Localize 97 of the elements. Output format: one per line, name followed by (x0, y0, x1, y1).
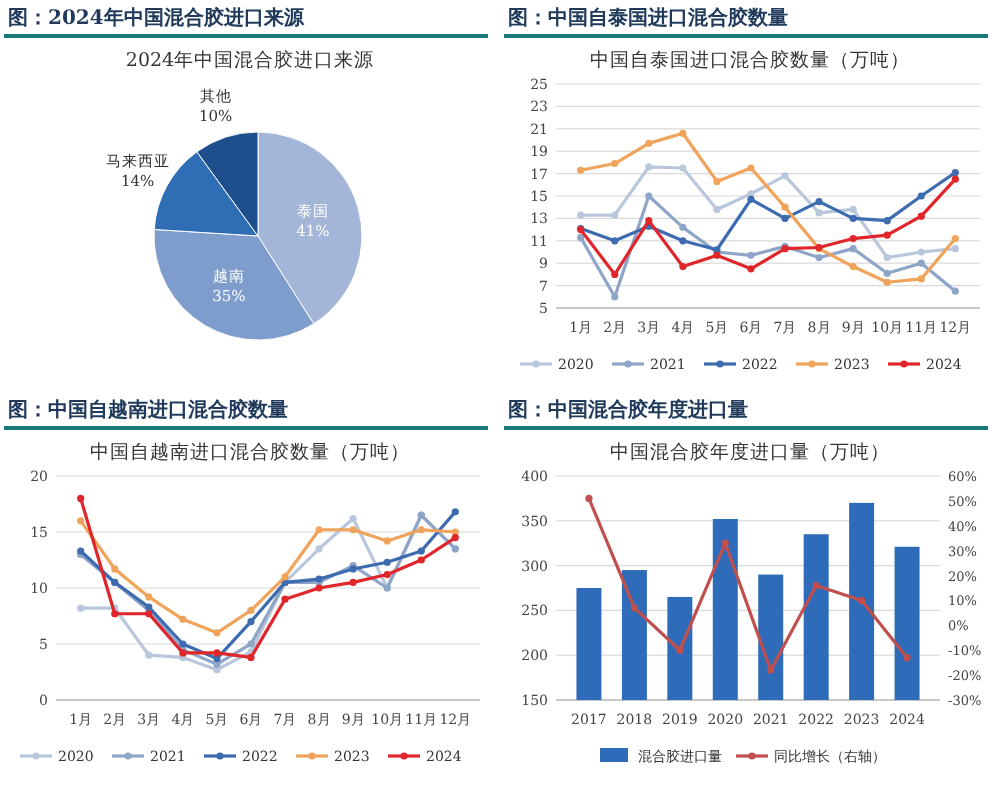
point (281, 595, 289, 603)
point (721, 539, 729, 547)
point (849, 234, 857, 243)
point (383, 558, 391, 566)
point (917, 275, 925, 283)
point (247, 640, 255, 648)
point (611, 293, 619, 301)
point (883, 278, 891, 286)
point (585, 494, 593, 502)
point (611, 211, 619, 219)
point (917, 259, 925, 267)
point (815, 198, 823, 206)
point (903, 654, 911, 662)
point (247, 606, 255, 614)
point (849, 262, 857, 271)
chart-subtitle: 中国混合胶年度进口量（万吨） (610, 440, 890, 464)
point (281, 573, 289, 581)
point (315, 545, 323, 553)
point (917, 192, 925, 200)
point (451, 508, 459, 516)
point (213, 629, 221, 637)
line-series (577, 175, 959, 278)
point (645, 163, 653, 171)
point (349, 578, 357, 586)
point (349, 514, 357, 523)
point (645, 192, 653, 200)
point (315, 526, 323, 534)
point (611, 270, 619, 278)
point (713, 205, 721, 214)
point (611, 237, 619, 245)
point (747, 195, 755, 203)
point (917, 212, 925, 220)
point (247, 618, 255, 626)
point (747, 251, 755, 259)
point (781, 214, 789, 222)
point (781, 172, 789, 180)
point (747, 265, 755, 273)
point (883, 254, 891, 262)
chart-subtitle: 中国自泰国进口混合胶数量（万吨） (590, 48, 910, 72)
point (111, 610, 119, 618)
chart-title: 图：中国混合胶年度进口量 (508, 398, 748, 422)
point (349, 526, 357, 534)
point (713, 177, 721, 186)
point (849, 205, 857, 214)
point (679, 164, 687, 172)
point (179, 615, 187, 623)
chart-title: 图：中国自泰国进口混合胶数量 (508, 6, 788, 30)
point (645, 217, 653, 225)
point (849, 245, 857, 253)
point (951, 234, 959, 243)
point (145, 651, 153, 659)
point (679, 262, 687, 271)
point (383, 570, 391, 579)
point (951, 168, 959, 177)
point (451, 534, 459, 542)
chart-title: 图：中国自越南进口混合胶数量 (8, 398, 288, 422)
point (111, 565, 119, 573)
point (179, 640, 187, 648)
point (747, 164, 755, 172)
point (383, 537, 391, 545)
point (417, 526, 425, 534)
point (883, 217, 891, 225)
point (247, 653, 255, 662)
point (77, 494, 85, 502)
point (645, 139, 653, 147)
point (858, 596, 866, 605)
chart-subtitle: 中国自越南进口混合胶数量（万吨） (90, 440, 410, 464)
chart-subtitle: 2024年中国混合胶进口来源 (125, 48, 375, 72)
point (849, 214, 857, 222)
point (815, 209, 823, 217)
point (577, 166, 585, 174)
point (951, 287, 959, 295)
point (417, 556, 425, 564)
point (883, 231, 891, 239)
point (815, 254, 823, 262)
point (767, 666, 775, 674)
point (679, 237, 687, 245)
point (77, 517, 85, 525)
point (951, 175, 959, 183)
point (417, 547, 425, 555)
point (213, 649, 221, 657)
point (315, 584, 323, 592)
point (883, 269, 891, 277)
point (781, 203, 789, 211)
point (679, 223, 687, 231)
chart-title: 图：2024年中国混合胶进口来源 (8, 6, 306, 30)
point (145, 593, 153, 601)
point (676, 646, 684, 654)
point (917, 248, 925, 256)
point (77, 604, 85, 612)
point (679, 129, 687, 137)
point (577, 211, 585, 219)
point (630, 604, 638, 612)
point (812, 581, 820, 590)
point (951, 245, 959, 253)
point (577, 233, 585, 242)
point (611, 159, 619, 168)
